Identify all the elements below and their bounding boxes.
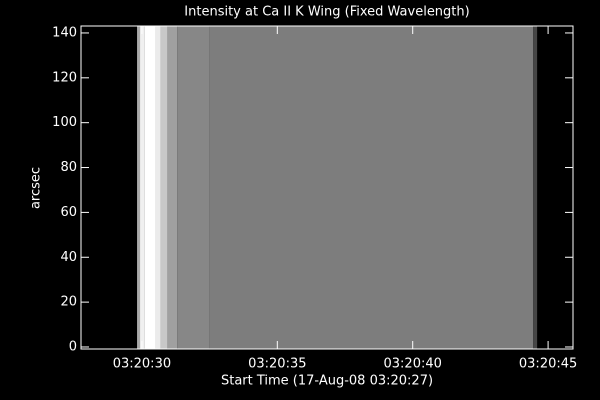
chart-title: Intensity at Ca II K Wing (Fixed Wavelen…	[184, 5, 469, 20]
image-column	[155, 26, 161, 349]
x-axis-label: Start Time (17-Aug-08 03:20:27)	[221, 374, 433, 389]
x-tick-label: 03:20:35	[248, 357, 306, 372]
y-tick-label: 80	[60, 160, 77, 175]
image-column	[209, 26, 534, 349]
image-column	[177, 26, 210, 349]
image-column	[533, 26, 538, 349]
x-tick-label: 03:20:30	[113, 357, 171, 372]
x-tick-label: 03:20:40	[384, 357, 442, 372]
y-tick-label: 60	[60, 205, 77, 220]
y-tick-label: 120	[52, 70, 77, 85]
y-tick-label: 40	[60, 250, 77, 265]
x-tick-label: 03:20:45	[519, 357, 577, 372]
image-column	[537, 26, 573, 349]
y-axis-label: arcsec	[29, 167, 44, 209]
image-column	[167, 26, 178, 349]
image-column	[140, 26, 145, 349]
image-column	[160, 26, 168, 349]
y-tick-label: 140	[52, 25, 77, 40]
image-column	[81, 26, 138, 349]
y-tick-label: 100	[52, 115, 77, 130]
image-column	[137, 26, 141, 349]
image-column	[144, 26, 156, 349]
y-tick-label: 0	[69, 339, 77, 354]
y-tick-label: 20	[60, 295, 77, 310]
plot-frame	[80, 25, 574, 350]
